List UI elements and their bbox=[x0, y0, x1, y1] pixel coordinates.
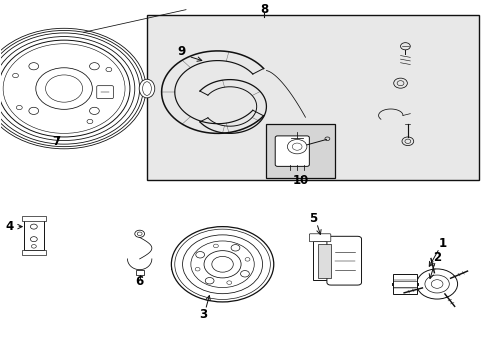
Circle shape bbox=[135, 230, 144, 237]
Circle shape bbox=[0, 40, 130, 137]
Bar bbox=[21, 250, 46, 255]
Text: 9: 9 bbox=[177, 45, 185, 58]
Text: 4: 4 bbox=[5, 220, 14, 233]
FancyBboxPatch shape bbox=[309, 234, 330, 242]
Bar bbox=[317, 244, 330, 278]
Text: 8: 8 bbox=[259, 3, 267, 16]
FancyBboxPatch shape bbox=[97, 86, 113, 99]
Bar bbox=[312, 241, 335, 280]
Bar bbox=[24, 220, 43, 250]
Text: 1: 1 bbox=[438, 237, 446, 250]
Text: 2: 2 bbox=[432, 251, 440, 264]
Text: 7: 7 bbox=[53, 135, 61, 148]
Text: 10: 10 bbox=[292, 174, 308, 187]
Circle shape bbox=[203, 251, 241, 278]
FancyBboxPatch shape bbox=[275, 136, 309, 166]
Bar bbox=[136, 270, 143, 275]
Text: 6: 6 bbox=[135, 275, 143, 288]
Bar bbox=[266, 125, 334, 178]
Text: 3: 3 bbox=[199, 308, 207, 321]
Bar bbox=[21, 216, 46, 221]
FancyBboxPatch shape bbox=[326, 236, 361, 285]
Circle shape bbox=[416, 269, 457, 299]
Ellipse shape bbox=[139, 79, 155, 98]
Bar bbox=[147, 15, 478, 180]
Text: 5: 5 bbox=[308, 212, 316, 225]
Bar bbox=[392, 274, 416, 294]
